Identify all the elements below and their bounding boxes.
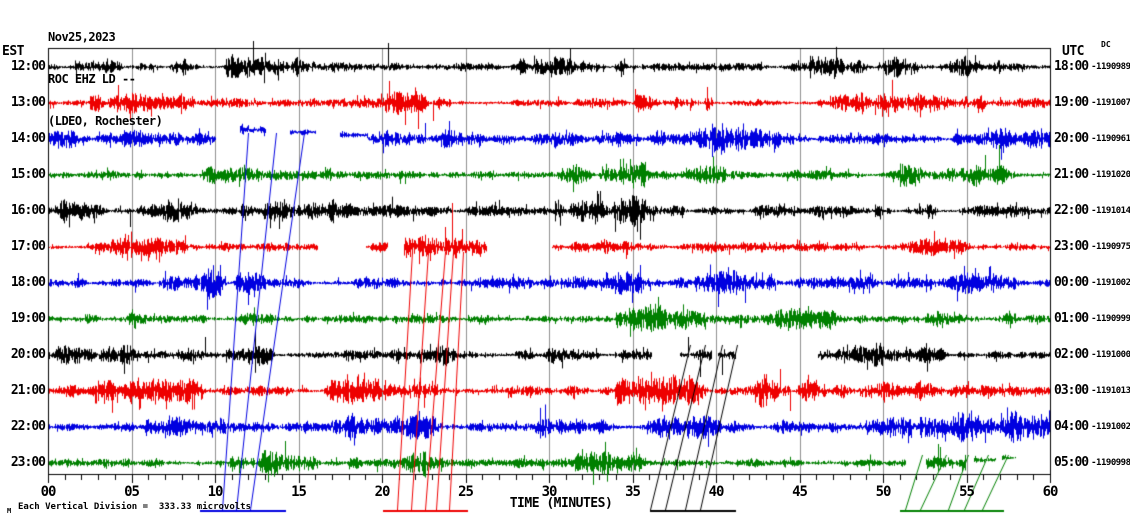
dc-offset-value: -1191014: [1091, 206, 1130, 216]
est-time-label: 18:00: [10, 275, 46, 290]
utc-time-label: 03:00 -1191013: [1054, 383, 1130, 399]
header-station: (LDEO, Rochester): [48, 114, 163, 128]
est-time-label: 22:00: [10, 419, 46, 434]
utc-time-label: 05:00 -1190998: [1054, 455, 1130, 471]
dc-offset-value: -1191020: [1091, 170, 1130, 180]
dc-offset-value: -1190999: [1091, 314, 1130, 324]
x-tick-label: 60: [1042, 484, 1059, 500]
x-tick-label: 20: [374, 484, 391, 500]
est-time-label: 16:00: [10, 203, 46, 218]
est-time-label: 23:00: [10, 455, 46, 470]
right-timezone-label: UTC: [1062, 44, 1084, 59]
utc-time-text: 02:00: [1054, 347, 1089, 362]
x-tick-label: 10: [207, 484, 224, 500]
left-timezone-label: EST: [2, 44, 24, 59]
utc-time-text: 21:00: [1054, 167, 1089, 182]
x-tick-label: 25: [458, 484, 474, 500]
est-time-label: 13:00: [10, 95, 46, 110]
x-tick-label: 55: [959, 484, 975, 500]
x-axis-title: TIME (MINUTES): [509, 496, 613, 511]
plot-header: Nov25,2023 ROC EHZ LD -- (LDEO, Rocheste…: [48, 2, 163, 156]
utc-time-label: 18:00 -1190989: [1054, 59, 1130, 75]
x-tick-label: 40: [708, 484, 725, 500]
utc-time-label: 21:00 -1191020: [1054, 167, 1130, 183]
utc-time-text: 05:00: [1054, 455, 1089, 470]
utc-time-label: 01:00 -1190999: [1054, 311, 1130, 327]
dc-offset-value: -1190998: [1091, 458, 1130, 468]
est-time-label: 14:00: [10, 131, 46, 146]
x-tick-label: 50: [875, 484, 892, 500]
dc-column-label: DC: [1101, 40, 1111, 49]
x-tick-label: 05: [124, 484, 140, 500]
utc-time-label: 22:00 -1191014: [1054, 203, 1130, 219]
dc-offset-value: -1190989: [1091, 62, 1130, 72]
header-date: Nov25,2023: [48, 30, 116, 44]
est-time-label: 20:00: [10, 347, 46, 362]
x-tick-label: 35: [625, 484, 641, 500]
utc-time-text: 04:00: [1054, 419, 1089, 434]
x-tick-label: 00: [40, 484, 57, 500]
utc-time-text: 23:00: [1054, 239, 1089, 254]
utc-time-text: 19:00: [1054, 95, 1089, 110]
utc-time-label: 04:00 -1191002: [1054, 419, 1130, 435]
header-channel: ROC EHZ LD --: [48, 72, 136, 86]
x-tick-label: 15: [291, 484, 307, 500]
utc-time-text: 18:00: [1054, 59, 1089, 74]
scale-note: Each Vertical Division = 333.33 microvol…: [18, 502, 251, 512]
dc-offset-value: -1191002: [1091, 278, 1130, 288]
utc-time-label: 02:00 -1191000: [1054, 347, 1130, 363]
utc-time-text: 03:00: [1054, 383, 1089, 398]
x-tick-label: 30: [541, 484, 558, 500]
footnote-marker: M: [7, 507, 12, 515]
est-time-label: 19:00: [10, 311, 46, 326]
dc-offset-value: -1190975: [1091, 242, 1130, 252]
x-tick-label: 45: [792, 484, 808, 500]
dc-offset-value: -1191000: [1091, 350, 1130, 360]
dc-offset-value: -1191007: [1091, 98, 1130, 108]
dc-offset-value: -1191013: [1091, 386, 1130, 396]
utc-time-text: 00:00: [1054, 275, 1089, 290]
utc-time-text: 20:00: [1054, 131, 1089, 146]
dc-offset-value: -1190961: [1091, 134, 1130, 144]
est-time-label: 15:00: [10, 167, 46, 182]
dc-offset-value: -1191002: [1091, 422, 1130, 432]
utc-time-text: 22:00: [1054, 203, 1089, 218]
utc-time-label: 19:00 -1191007: [1054, 95, 1130, 111]
utc-time-label: 20:00 -1190961: [1054, 131, 1130, 147]
utc-time-text: 01:00: [1054, 311, 1089, 326]
est-time-label: 17:00: [10, 239, 46, 254]
est-time-label: 12:00: [10, 59, 46, 74]
utc-time-label: 23:00 -1190975: [1054, 239, 1130, 255]
utc-time-label: 00:00 -1191002: [1054, 275, 1130, 291]
est-time-label: 21:00: [10, 383, 46, 398]
